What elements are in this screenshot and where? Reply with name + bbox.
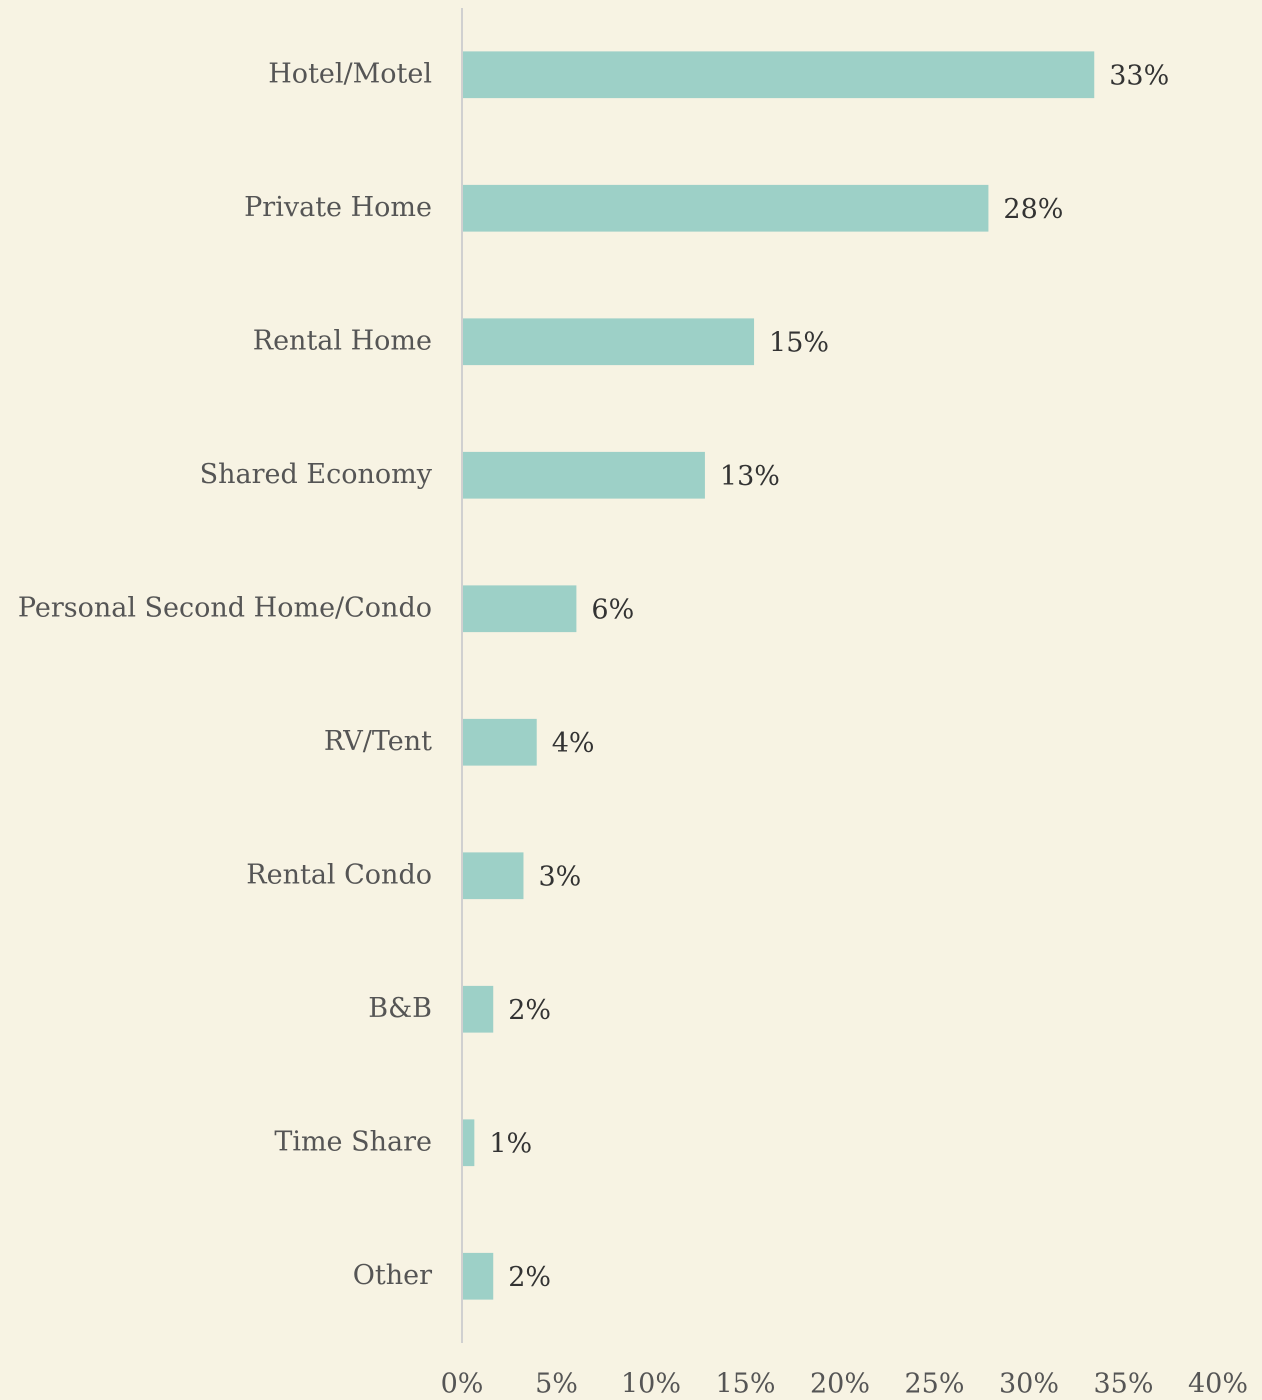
bar bbox=[463, 1119, 475, 1167]
y-tick-label: B&B bbox=[368, 993, 432, 1024]
data-label: 2% bbox=[508, 995, 551, 1026]
x-tick-label: 15% bbox=[715, 1369, 775, 1400]
bar bbox=[463, 451, 705, 499]
y-tick-label: Rental Condo bbox=[246, 859, 432, 890]
y-tick-label: Hotel/Motel bbox=[268, 58, 432, 89]
bar bbox=[463, 718, 537, 766]
bar bbox=[463, 318, 755, 366]
data-label: 13% bbox=[720, 461, 780, 492]
bar bbox=[463, 985, 494, 1033]
x-tick-label: 25% bbox=[904, 1369, 964, 1400]
bar bbox=[463, 1252, 494, 1300]
x-tick-label: 40% bbox=[1188, 1369, 1248, 1400]
bar bbox=[463, 51, 1095, 99]
y-tick-label: Rental Home bbox=[253, 325, 432, 356]
bar bbox=[463, 852, 524, 900]
bar bbox=[463, 184, 989, 232]
data-label: 1% bbox=[489, 1128, 532, 1159]
data-label: 28% bbox=[1003, 194, 1063, 225]
y-tick-label: Other bbox=[353, 1260, 432, 1291]
y-tick-label: Personal Second Home/Condo bbox=[18, 592, 432, 623]
x-tick-label: 35% bbox=[1093, 1369, 1153, 1400]
data-label: 4% bbox=[552, 728, 595, 759]
x-tick-label: 5% bbox=[535, 1369, 578, 1400]
data-label: 33% bbox=[1109, 60, 1169, 91]
data-label: 3% bbox=[538, 861, 581, 892]
data-label: 2% bbox=[508, 1262, 551, 1293]
y-tick-label: Shared Economy bbox=[200, 459, 433, 490]
y-tick-label: Time Share bbox=[274, 1126, 432, 1157]
y-tick-label: Private Home bbox=[244, 192, 432, 223]
data-label: 6% bbox=[591, 594, 634, 625]
x-tick-label: 0% bbox=[441, 1369, 484, 1400]
data-label: 15% bbox=[769, 327, 829, 358]
x-tick-label: 10% bbox=[621, 1369, 681, 1400]
bar bbox=[463, 585, 577, 633]
x-tick-label: 20% bbox=[810, 1369, 870, 1400]
y-tick-label: RV/Tent bbox=[324, 726, 432, 757]
x-tick-label: 30% bbox=[999, 1369, 1059, 1400]
